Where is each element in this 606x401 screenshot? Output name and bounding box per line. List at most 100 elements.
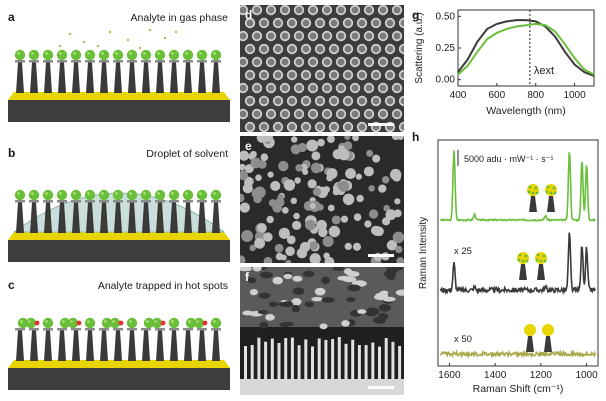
spectrum-line [457, 22, 595, 76]
nanopillar-center [240, 6, 247, 14]
pillar-cap [183, 328, 193, 331]
nanopillar [72, 330, 80, 361]
nanopillar-center [323, 32, 331, 40]
sem-image-f: f [240, 267, 404, 395]
gold-nanoparticle [210, 49, 222, 61]
highlight [62, 320, 65, 323]
gold-nanoparticle [84, 317, 96, 329]
nanopillar-center [302, 45, 310, 53]
highlight [213, 52, 216, 55]
nanopillar [142, 330, 150, 361]
pillar-cap [211, 328, 221, 331]
collapsed-pillar-cluster [251, 188, 263, 199]
base-layer [240, 379, 404, 395]
icon-analyte [535, 191, 539, 195]
collapsed-pillar-cluster [278, 160, 289, 172]
collapsed-pillar-cluster [338, 180, 350, 192]
nanopillar-center [246, 123, 254, 131]
nanopillar-center [400, 71, 404, 79]
collapsed-pillar-cluster [340, 215, 349, 223]
collapsed-pillar-cluster [250, 157, 262, 169]
nanopillar [58, 202, 66, 233]
nanopillar-center [351, 110, 359, 118]
collapsed-pillar-cluster [344, 242, 352, 251]
panel-e-label: e [245, 139, 252, 153]
y-tick-label: 0.25 [436, 43, 456, 54]
nanopillar-center [267, 32, 275, 40]
gold-nanoparticle [182, 189, 194, 201]
collapsed-pillar-cluster [352, 242, 362, 251]
collapsed-pillar-cluster [331, 215, 341, 225]
gold-nanoparticle [168, 317, 180, 329]
nanopillar [156, 62, 164, 93]
nanopillar [142, 202, 150, 233]
nanopillar-center [316, 45, 324, 53]
highlight [20, 320, 23, 323]
pillar-sidewall [277, 342, 281, 388]
collapsed-pillar-cluster [386, 240, 398, 251]
gold-nanoparticle [59, 317, 71, 329]
nanopillar [114, 330, 122, 361]
nanopillar [198, 330, 206, 361]
nanopillar-center [372, 97, 380, 105]
highlight [185, 52, 188, 55]
pillar-sidewall [297, 345, 301, 391]
pillar-cap [29, 200, 39, 203]
pillar-sidewall [270, 338, 274, 384]
pillar-cap [99, 60, 109, 63]
nanopillar-center [295, 110, 303, 118]
surface-feature [311, 296, 324, 302]
highlight [31, 52, 34, 55]
nanopillar-center [316, 97, 324, 105]
x-tick-label: 1000 [563, 90, 586, 101]
nanopillar-center [253, 58, 261, 66]
analyte-molecule [126, 38, 130, 42]
collapsed-pillar-cluster [310, 162, 322, 174]
nanopillar-center [400, 123, 404, 131]
pillar-cap [99, 200, 109, 203]
panel-h-label: h [412, 130, 420, 144]
nanopillar-center [365, 84, 373, 92]
collapsed-pillar-cluster [294, 177, 301, 184]
pillar-sidewall [364, 345, 368, 391]
nanopillar-center [330, 97, 338, 105]
collapsed-pillar-cluster [249, 244, 256, 252]
analyte-molecule [58, 44, 62, 48]
collapsed-pillar-cluster [306, 139, 319, 152]
nanopillar [128, 202, 136, 233]
highlight [45, 192, 48, 195]
collapsed-pillar-cluster [240, 150, 250, 161]
collapsed-pillar-cluster [371, 225, 383, 236]
gold-nanoparticle [25, 317, 37, 329]
pillar-sidewall [264, 341, 268, 387]
nanopillar-center [330, 45, 338, 53]
pillar-cap [85, 200, 95, 203]
nanopillar [16, 330, 24, 361]
sem-image-e: e [240, 136, 404, 263]
nanopillar-center [302, 123, 310, 131]
gold-nanoparticle [28, 189, 40, 201]
nanopillar-center [274, 71, 282, 79]
nanopillar-center [344, 19, 352, 27]
gold-nanoparticle [126, 189, 138, 201]
nanopillar-center [372, 45, 380, 53]
surface-feature [283, 273, 293, 279]
highlight [188, 320, 191, 323]
analyte-hotspot [118, 320, 124, 326]
highlight [104, 320, 107, 323]
collapsed-pillar-cluster [323, 252, 330, 260]
icon-analyte [528, 185, 532, 189]
collapsed-pillar-cluster [396, 257, 404, 263]
nanopillar-center [260, 97, 268, 105]
nanopillar-center [267, 84, 275, 92]
pillar-cap [113, 60, 123, 63]
plot-frame [437, 139, 599, 367]
sem-image-d: d [240, 5, 404, 132]
nanopillar-center [240, 32, 247, 40]
collapsed-pillar-cluster [363, 166, 374, 177]
icon-pillar [526, 336, 534, 352]
nanopillar-center [358, 19, 366, 27]
nanopillar [44, 202, 52, 233]
collapsed-pillar-cluster [378, 184, 387, 193]
pillar-sidewall [391, 341, 395, 387]
